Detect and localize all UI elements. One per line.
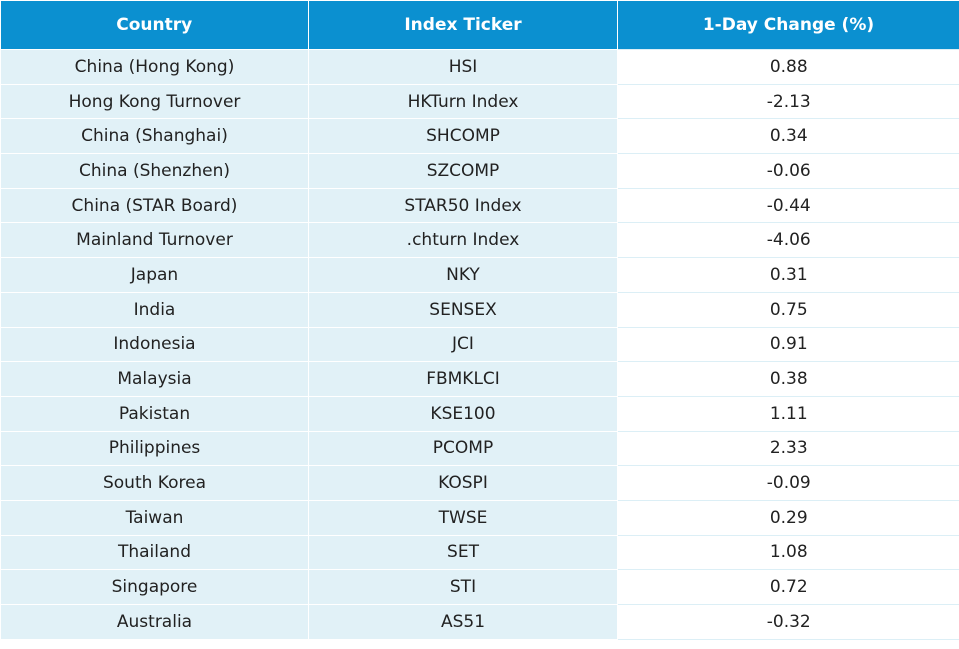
table-cell: 2.33	[618, 431, 959, 466]
table-cell: Hong Kong Turnover	[1, 84, 309, 119]
table-cell: -0.32	[618, 605, 959, 640]
table-cell: 1.11	[618, 396, 959, 431]
table-cell: KSE100	[309, 396, 618, 431]
table-cell: Indonesia	[1, 327, 309, 362]
table-cell: HSI	[309, 50, 618, 85]
table-cell: 0.31	[618, 258, 959, 293]
table-cell: 0.75	[618, 292, 959, 327]
table-cell: Mainland Turnover	[1, 223, 309, 258]
table-cell: China (STAR Board)	[1, 188, 309, 223]
table-cell: Philippines	[1, 431, 309, 466]
table-cell: FBMKLCI	[309, 362, 618, 397]
table-cell: Singapore	[1, 570, 309, 605]
table-cell: -0.09	[618, 466, 959, 501]
header-cell: 1-Day Change (%)	[618, 1, 959, 50]
table-cell: SZCOMP	[309, 154, 618, 189]
header-cell: Country	[1, 1, 309, 50]
table-row: China (STAR Board)STAR50 Index-0.44	[1, 188, 959, 223]
table-cell: PCOMP	[309, 431, 618, 466]
table-cell: 0.91	[618, 327, 959, 362]
table-cell: Taiwan	[1, 500, 309, 535]
table-cell: Australia	[1, 605, 309, 640]
table-cell: SET	[309, 535, 618, 570]
table-cell: 0.34	[618, 119, 959, 154]
table-row: Mainland Turnover.chturn Index-4.06	[1, 223, 959, 258]
table-cell: 0.29	[618, 500, 959, 535]
table-cell: KOSPI	[309, 466, 618, 501]
table-cell: India	[1, 292, 309, 327]
table-cell: 0.38	[618, 362, 959, 397]
table-cell: -4.06	[618, 223, 959, 258]
table-cell: 0.88	[618, 50, 959, 85]
table-row: China (Shenzhen)SZCOMP-0.06	[1, 154, 959, 189]
table-cell: SHCOMP	[309, 119, 618, 154]
table-cell: SENSEX	[309, 292, 618, 327]
table-cell: JCI	[309, 327, 618, 362]
table-cell: Thailand	[1, 535, 309, 570]
table-cell: South Korea	[1, 466, 309, 501]
table-cell: China (Shanghai)	[1, 119, 309, 154]
table-cell: -0.06	[618, 154, 959, 189]
table-cell: AS51	[309, 605, 618, 640]
table-cell: -2.13	[618, 84, 959, 119]
table-cell: China (Shenzhen)	[1, 154, 309, 189]
table-cell: STAR50 Index	[309, 188, 618, 223]
table-cell: 1.08	[618, 535, 959, 570]
table-cell: Japan	[1, 258, 309, 293]
table-cell: TWSE	[309, 500, 618, 535]
table-cell: .chturn Index	[309, 223, 618, 258]
table-cell: STI	[309, 570, 618, 605]
table-cell: 0.72	[618, 570, 959, 605]
table-cell: Malaysia	[1, 362, 309, 397]
header-cell: Index Ticker	[309, 1, 618, 50]
table-cell: -0.44	[618, 188, 959, 223]
table-cell: NKY	[309, 258, 618, 293]
table-cell: Pakistan	[1, 396, 309, 431]
table-cell: HKTurn Index	[309, 84, 618, 119]
table-cell: China (Hong Kong)	[1, 50, 309, 85]
